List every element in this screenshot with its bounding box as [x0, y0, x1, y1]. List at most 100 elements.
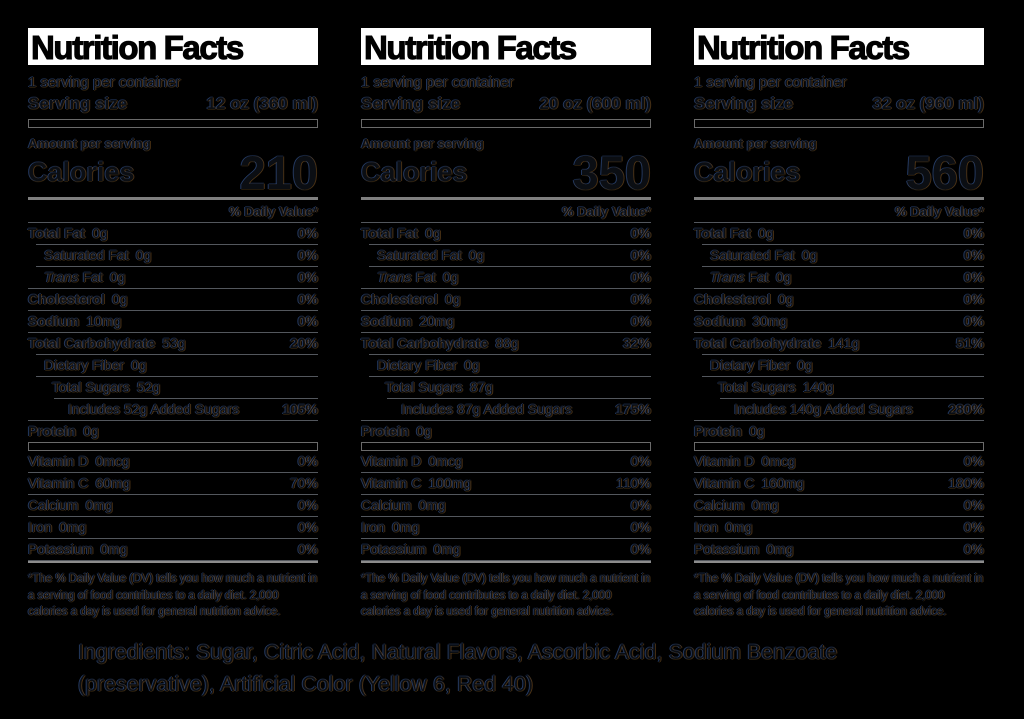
nutrient-name: Total Carbohydrate: [361, 335, 489, 352]
nutrient-row: Dietary Fiber 0g: [702, 354, 984, 376]
nutrient-name-group: Trans Fat 0g: [369, 269, 458, 285]
vitamin-row: Potassium 0mg 0%: [694, 539, 984, 562]
vitamin-dv: 0%: [297, 519, 318, 536]
vitamin-row: Iron 0mg 0%: [361, 517, 651, 540]
nutrient-dv: 0%: [297, 291, 318, 308]
vitamin-name: Iron: [694, 519, 719, 536]
nutrient-name: Protein: [361, 423, 410, 440]
nutrient-rows: Total Fat 0g 0% Saturated Fat 0g 0% Trans Fat 0…: [28, 222, 318, 442]
vitamin-dv: 70%: [289, 475, 318, 492]
vitamin-row: Calcium 0mg 0%: [361, 495, 651, 518]
nutrient-amount: 0g: [801, 247, 818, 264]
nutrient-amount: 88g: [495, 335, 519, 352]
nutrient-rows: Total Fat 0g 0% Saturated Fat 0g 0% Trans Fat 0…: [694, 222, 984, 442]
nutrient-dv: 0%: [963, 225, 984, 242]
nutrient-name-group: Total Fat 0g: [694, 225, 774, 241]
nutrient-name-group: Total Carbohydrate 141g: [694, 335, 859, 351]
divider-footnote: [361, 561, 651, 564]
nutrient-amount: 0g: [775, 269, 792, 286]
nutrient-row: Sodium 30mg 0%: [694, 310, 984, 332]
vitamin-row: Calcium 0mg 0%: [694, 495, 984, 518]
nutrient-dv: 51%: [955, 335, 984, 352]
daily-value-footnote: *The % Daily Value (DV) tells you how mu…: [694, 573, 984, 619]
nutrient-dv: 0%: [297, 247, 318, 264]
nutrient-row: Dietary Fiber 0g: [36, 354, 318, 376]
vitamin-name: Calcium: [361, 497, 412, 514]
nutrient-amount: 30mg: [752, 313, 788, 330]
servings-per-container: 1 serving per container: [694, 74, 847, 91]
vitamin-name: Calcium: [694, 497, 745, 514]
nutrient-name: Cholesterol: [361, 291, 439, 308]
vitamin-name-group: Calcium 0mg: [694, 497, 779, 513]
nutrient-name-group: Saturated Fat 0g: [702, 247, 817, 263]
vitamin-name: Vitamin D: [694, 453, 755, 470]
nutrient-name: Dietary Fiber: [44, 357, 125, 374]
nutrient-amount: 0g: [135, 247, 152, 264]
daily-value-header: % Daily Value*: [229, 204, 318, 220]
calories-label: Calories: [28, 157, 135, 188]
vitamin-dv: 0%: [630, 453, 651, 470]
vitamin-amount: 0mg: [766, 541, 794, 558]
vitamin-name-group: Potassium 0mg: [361, 541, 461, 557]
calories-value: 560: [905, 146, 984, 199]
nutrient-name-group: Includes 52g Added Sugars: [54, 401, 246, 417]
vitamin-dv: 0%: [963, 497, 984, 514]
nutrient-row: Trans Fat 0g 0%: [702, 266, 984, 288]
vitamin-name: Vitamin C: [361, 475, 422, 492]
nutrient-name-group: Dietary Fiber 0g: [702, 357, 813, 373]
vitamin-dv: 0%: [963, 453, 984, 470]
nutrient-name: Protein: [28, 423, 77, 440]
vitamin-amount: 0mcg: [95, 453, 130, 470]
nutrient-name-group: Includes 140g Added Sugars: [720, 401, 920, 417]
serving-size-row: Serving size 12 oz (360 ml): [28, 94, 318, 119]
nutrition-facts-title: Nutrition Facts: [694, 28, 984, 65]
page: Nutrition Facts 1 serving per container …: [28, 28, 984, 696]
nutrient-amount: 52g: [136, 379, 161, 396]
nutrient-row: Cholesterol 0g 0%: [28, 288, 318, 310]
nutrient-row: Trans Fat 0g 0%: [36, 266, 318, 288]
nutrient-name: Fat: [82, 269, 103, 286]
vitamin-name: Potassium: [361, 541, 427, 558]
nutrient-name: Cholesterol: [28, 291, 106, 308]
calories-label: Calories: [361, 157, 468, 188]
nutrient-amount: 0g: [83, 423, 99, 440]
vitamin-row: Potassium 0mg 0%: [361, 539, 651, 562]
nutrient-name: Includes 87g Added Sugars: [401, 401, 573, 418]
vitamin-name: Iron: [28, 519, 53, 536]
serving-size-value: 12 oz (360 ml): [206, 94, 319, 113]
thick-bar-middle: [694, 442, 984, 452]
nutrient-amount: 87g: [469, 379, 494, 396]
nutrient-name-group: Dietary Fiber 0g: [369, 357, 480, 373]
nutrient-name-group: Protein 0g: [28, 423, 99, 439]
vitamin-amount: 160mg: [761, 475, 805, 492]
vitamin-dv: 0%: [963, 519, 984, 536]
divider-calories: [694, 197, 984, 201]
nutrient-row: Total Fat 0g 0%: [361, 222, 651, 244]
nutrient-row: Total Carbohydrate 53g 20%: [28, 332, 318, 354]
vitamin-name-group: Vitamin D 0mcg: [361, 453, 463, 469]
nutrient-row: Total Sugars 52g: [36, 376, 318, 398]
daily-value-footnote: *The % Daily Value (DV) tells you how mu…: [28, 573, 318, 619]
nutrient-name-group: Total Sugars 52g: [36, 379, 160, 395]
nutrient-name-group: Sodium 10mg: [28, 313, 121, 329]
nutrient-name: Sodium: [28, 313, 80, 330]
vitamin-row: Vitamin C 60mg 70%: [28, 473, 318, 496]
nutrient-dv: 0%: [630, 313, 651, 330]
thick-bar-middle: [28, 442, 318, 452]
vitamin-dv: 0%: [297, 497, 318, 514]
nutrient-amount: 0g: [112, 291, 128, 308]
vitamin-dv: 180%: [948, 475, 984, 492]
nutrient-row: Total Carbohydrate 88g 32%: [361, 332, 651, 354]
vitamin-name-group: Potassium 0mg: [694, 541, 794, 557]
nutrient-name: Total Fat: [694, 225, 752, 242]
nutrient-dv: 280%: [948, 401, 984, 418]
daily-value-header: % Daily Value*: [895, 204, 984, 220]
nutrient-amount: 20mg: [419, 313, 455, 330]
thick-bar-middle: [361, 442, 651, 452]
nutrition-label-2: Nutrition Facts 1 serving per container …: [361, 28, 651, 620]
nutrient-rows: Total Fat 0g 0% Saturated Fat 0g 0% Trans Fat 0…: [361, 222, 651, 442]
nutrient-row: Total Carbohydrate 141g 51%: [694, 332, 984, 354]
nutrient-dv: 0%: [963, 247, 984, 264]
vitamin-name: Vitamin C: [28, 475, 89, 492]
nutrient-name-group: Sodium 20mg: [361, 313, 454, 329]
